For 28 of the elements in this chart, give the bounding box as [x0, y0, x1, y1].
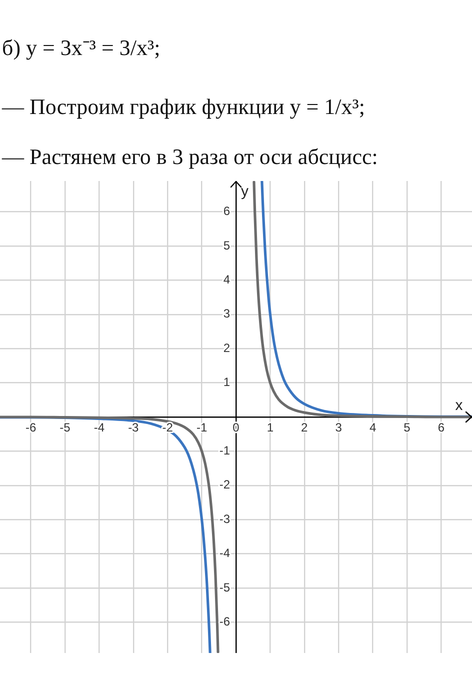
y-tick-label: 4: [223, 272, 230, 286]
x-tick-label: 4: [369, 420, 376, 434]
x-tick-label: -5: [60, 420, 71, 434]
y-tick-label: 3: [223, 306, 230, 321]
y-tick-label: 1: [223, 375, 230, 390]
x-tick-label: -6: [25, 420, 36, 434]
x-tick-label: -3: [128, 420, 140, 434]
x-tick-label: 2: [301, 420, 308, 434]
x-tick-label: 5: [404, 420, 411, 434]
x-tick-label: 1: [266, 420, 274, 434]
y-tick-label: -2: [219, 478, 230, 492]
y-axis-title: y: [241, 183, 249, 200]
y-tick-label: -6: [219, 614, 230, 629]
chart-title: б) y = 3x⁻³ = 3/x³;: [2, 35, 160, 61]
y-tick-label: -5: [219, 580, 230, 594]
text: — Растянем его в 3 раза от оси абсцисс:: [2, 144, 378, 170]
x-axis-title: x: [455, 397, 464, 414]
y-tick-label: -3: [219, 512, 230, 526]
y-tick-label: 2: [223, 340, 230, 355]
x-tick-label: -4: [94, 420, 105, 434]
y-tick-label: 5: [223, 238, 230, 252]
x-tick-label: -1: [196, 420, 208, 434]
chart-subtitle: — Построим график функции y = 1/x³;: [2, 94, 365, 120]
x-tick-label: 3: [335, 420, 342, 434]
x-tick-label: 6: [438, 420, 445, 434]
y-tick-label: -1: [219, 444, 230, 458]
y-tick-label: 6: [223, 204, 230, 218]
y-tick-label: -4: [219, 546, 230, 560]
